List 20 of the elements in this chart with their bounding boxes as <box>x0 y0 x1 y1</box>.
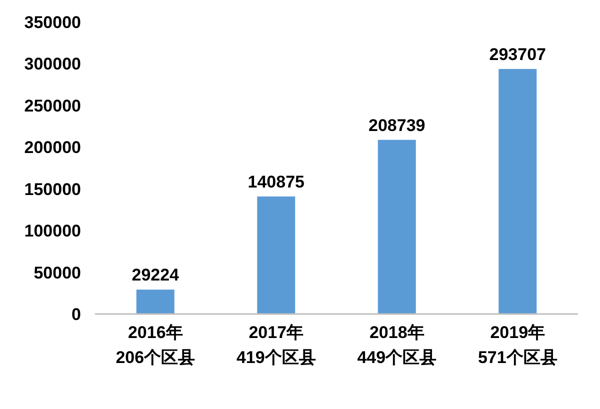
y-tick-label: 200000 <box>24 138 81 158</box>
y-tick-label: 0 <box>72 305 81 324</box>
data-label: 29224 <box>132 266 180 285</box>
data-label: 140875 <box>248 172 304 192</box>
bar <box>378 140 416 314</box>
bar <box>136 290 174 314</box>
y-tick-label: 250000 <box>24 96 81 116</box>
bar <box>498 68 537 314</box>
x-tick-label: 2019年 571个区县 <box>478 323 558 367</box>
x-tick-label: 2017年 419个区县 <box>236 323 316 367</box>
y-tick-label: 50000 <box>34 263 81 282</box>
y-tick-label: 100000 <box>24 222 81 241</box>
y-tick-label: 150000 <box>24 180 81 199</box>
x-tick-label: 2018年 449个区县 <box>357 323 437 367</box>
x-tick-label: 2016年 206个区县 <box>116 323 196 367</box>
bar <box>257 196 296 314</box>
data-label: 293707 <box>489 44 546 64</box>
data-label: 208739 <box>368 116 426 135</box>
y-tick-label: 300000 <box>24 54 81 74</box>
y-tick-label: 350000 <box>24 13 81 32</box>
